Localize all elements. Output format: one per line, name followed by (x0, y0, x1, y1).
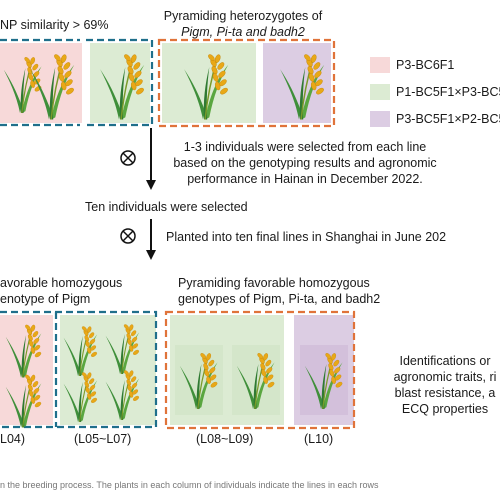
line-label-l08-l09: (L08~L09) (196, 432, 254, 446)
arrow-head-1 (146, 180, 156, 190)
cross-symbol-2-x (122, 230, 134, 242)
dashed-frame-orange-top (157, 38, 336, 128)
selection-description: 1-3 individuals were selected from each … (160, 139, 450, 187)
left-group-header: avorable homozygous enotype of Pigm (0, 275, 122, 307)
legend-swatch-p3xp2 (370, 111, 390, 127)
title-line-2: Pigm, Pi-ta and badh2 (181, 25, 305, 39)
selection-line-3: performance in Hainan in December 2022. (187, 172, 423, 186)
line-label-l04: L04) (0, 432, 26, 446)
dashed-frame-blue-top-c (86, 38, 154, 127)
legend-label-p3-bc6f1: P3-BC6F1 (396, 58, 455, 72)
identification-line-2: agronomic traits, ri (393, 370, 497, 384)
right-header-line-1: Pyramiding favorable homozygous (178, 276, 370, 290)
arrow-head-2 (146, 250, 156, 260)
selection-line-1: 1-3 individuals were selected from each … (183, 140, 427, 154)
title-line-1: Pyramiding heterozygotes of (163, 9, 323, 23)
line-label-l10: (L10) (304, 432, 334, 446)
left-header-line-1: avorable homozygous (0, 276, 123, 290)
legend-swatch-p1xp3 (370, 84, 390, 100)
dashed-frame-blue-bottom (0, 310, 158, 429)
identification-line-1: Identifications or (399, 354, 491, 368)
pyramiding-heterozygotes-title: Pyramiding heterozygotes of Pigm, Pi-ta … (158, 8, 328, 40)
line-label-l05-l07: (L05~L07) (74, 432, 132, 446)
identification-line-4: ECQ properties (401, 402, 489, 416)
snp-similarity-label: NP similarity > 69% (0, 18, 109, 32)
legend-label-p1xp3: P1-BC5F1×P3-BC5F (396, 85, 500, 99)
selection-line-2: based on the genotyping results and agro… (173, 156, 437, 170)
legend-label-p3xp2: P3-BC5F1×P2-BC5F (396, 112, 500, 126)
identification-line-3: blast resistance, a (394, 386, 496, 400)
figure-caption: n the breeding process. The plants in ea… (0, 480, 379, 490)
ten-individuals-selected: Ten individuals were selected (85, 200, 248, 214)
left-header-line-2: enotype of Pigm (0, 292, 91, 306)
cross-symbol-1-x (122, 152, 134, 164)
right-header-line-2: genotypes of Pigm, Pi-ta, and badh2 (178, 292, 381, 306)
planted-into-final-lines: Planted into ten final lines in Shanghai… (166, 230, 447, 244)
legend-swatch-p3-bc6f1 (370, 57, 390, 73)
dashed-frame-orange-bottom (164, 310, 356, 430)
right-group-header: Pyramiding favorable homozygous genotype… (178, 275, 380, 307)
identification-description: Identifications or agronomic traits, ri … (375, 353, 500, 417)
